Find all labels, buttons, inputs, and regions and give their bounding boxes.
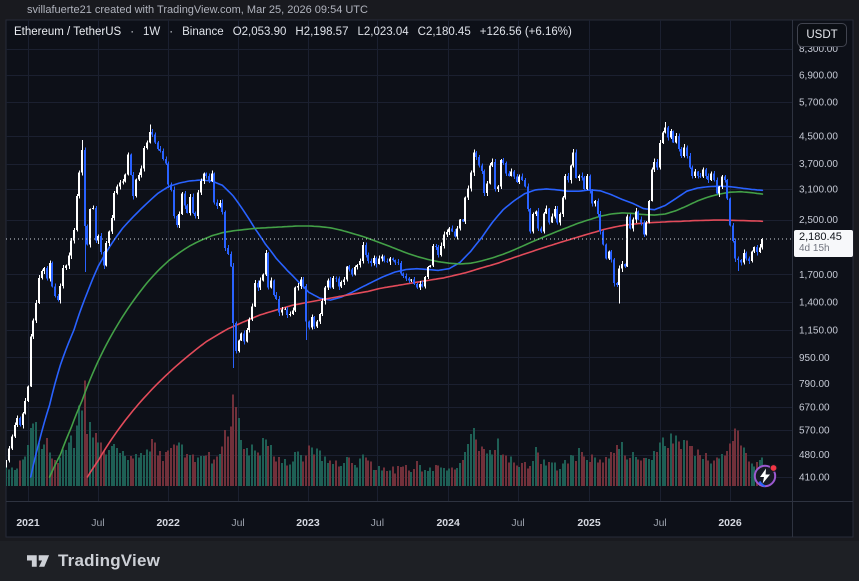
price-tick-label: 480.00 [799, 450, 830, 461]
ma-fast-line [29, 179, 764, 478]
change-label: +126.56 (+6.16%) [479, 26, 572, 38]
notification-dot [769, 464, 778, 472]
ohlc-open: O2,053.90 [232, 26, 287, 38]
time-tick-label: Jul [653, 517, 666, 529]
time-tick-label: 2026 [718, 517, 742, 529]
ohlc-low: L2,023.04 [357, 26, 409, 38]
price-tick-label: 790.00 [799, 379, 830, 390]
current-price-label: 2,180.45 4d 15h [794, 230, 853, 257]
time-tick-label: 2025 [577, 517, 601, 529]
price-axis[interactable]: 8,300.00 6,900.00 5,700.00 4,500.00 3,700.00… [799, 44, 838, 483]
lightning-bolt-icon [760, 468, 770, 484]
symbol-name[interactable]: Ethereum / TetherUS [14, 26, 122, 38]
attribution-text: svillafuerte21 created with TradingView.… [27, 4, 368, 16]
price-tick-label: 3,100.00 [799, 184, 838, 195]
price-tick-label: 8,300.00 [799, 44, 838, 55]
price-tick-label: 950.00 [799, 353, 830, 364]
time-tick-label: Jul [231, 517, 244, 529]
price-tick-label: 570.00 [799, 426, 830, 437]
price-tick-label: 2,500.00 [799, 215, 838, 226]
time-tick-label: Jul [91, 517, 104, 529]
exchange-label: Binance [182, 26, 224, 38]
price-tick-label: 5,700.00 [799, 98, 838, 109]
price-tick-label: 4,500.00 [799, 131, 838, 142]
time-tick-label: 2024 [436, 517, 460, 529]
instant-trading-icon[interactable] [752, 462, 779, 489]
tradingview-logo-icon [27, 555, 50, 567]
price-tick-label: 1,150.00 [799, 326, 838, 337]
price-tick-label: 1,400.00 [799, 298, 838, 309]
time-axis[interactable]: 2021 Jul 2022 Jul 2023 Jul 2024 Jul 2025 Jul 2026 [16, 517, 742, 529]
price-tick-label: 410.00 [799, 473, 830, 484]
time-tick-label: Jul [371, 517, 384, 529]
axis-separators [6, 20, 853, 537]
brand-name: TradingView [58, 551, 161, 570]
price-tick-label: 1,700.00 [799, 270, 838, 281]
currency-toggle-button[interactable]: USDT [797, 23, 847, 47]
ohlc-high: H2,198.57 [295, 26, 349, 38]
price-tick-label: 3,700.00 [799, 159, 838, 170]
chart-legend[interactable]: Ethereum / TetherUS · 1W · Binance O2,05… [14, 26, 572, 38]
time-tick-label: 2021 [16, 517, 40, 529]
footer-bar: TradingView [0, 541, 859, 581]
current-price-value: 2,180.45 [799, 231, 842, 243]
legend-separator: · [169, 26, 174, 38]
time-tick-label: 2022 [156, 517, 180, 529]
interval-label[interactable]: 1W [143, 26, 161, 38]
price-tick-label: 6,900.00 [799, 71, 838, 82]
tradingview-brand[interactable]: TradingView [27, 551, 160, 571]
ohlc-close: C2,180.45 [417, 26, 471, 38]
bar-countdown: 4d 15h [799, 243, 830, 254]
ma-mid-line [48, 190, 764, 478]
time-tick-label: Jul [511, 517, 524, 529]
time-tick-label: 2023 [296, 517, 320, 529]
icon-blue-arc [758, 480, 766, 488]
legend-separator: · [130, 26, 135, 38]
price-tick-label: 670.00 [799, 403, 830, 414]
candles-layer [6, 122, 764, 468]
